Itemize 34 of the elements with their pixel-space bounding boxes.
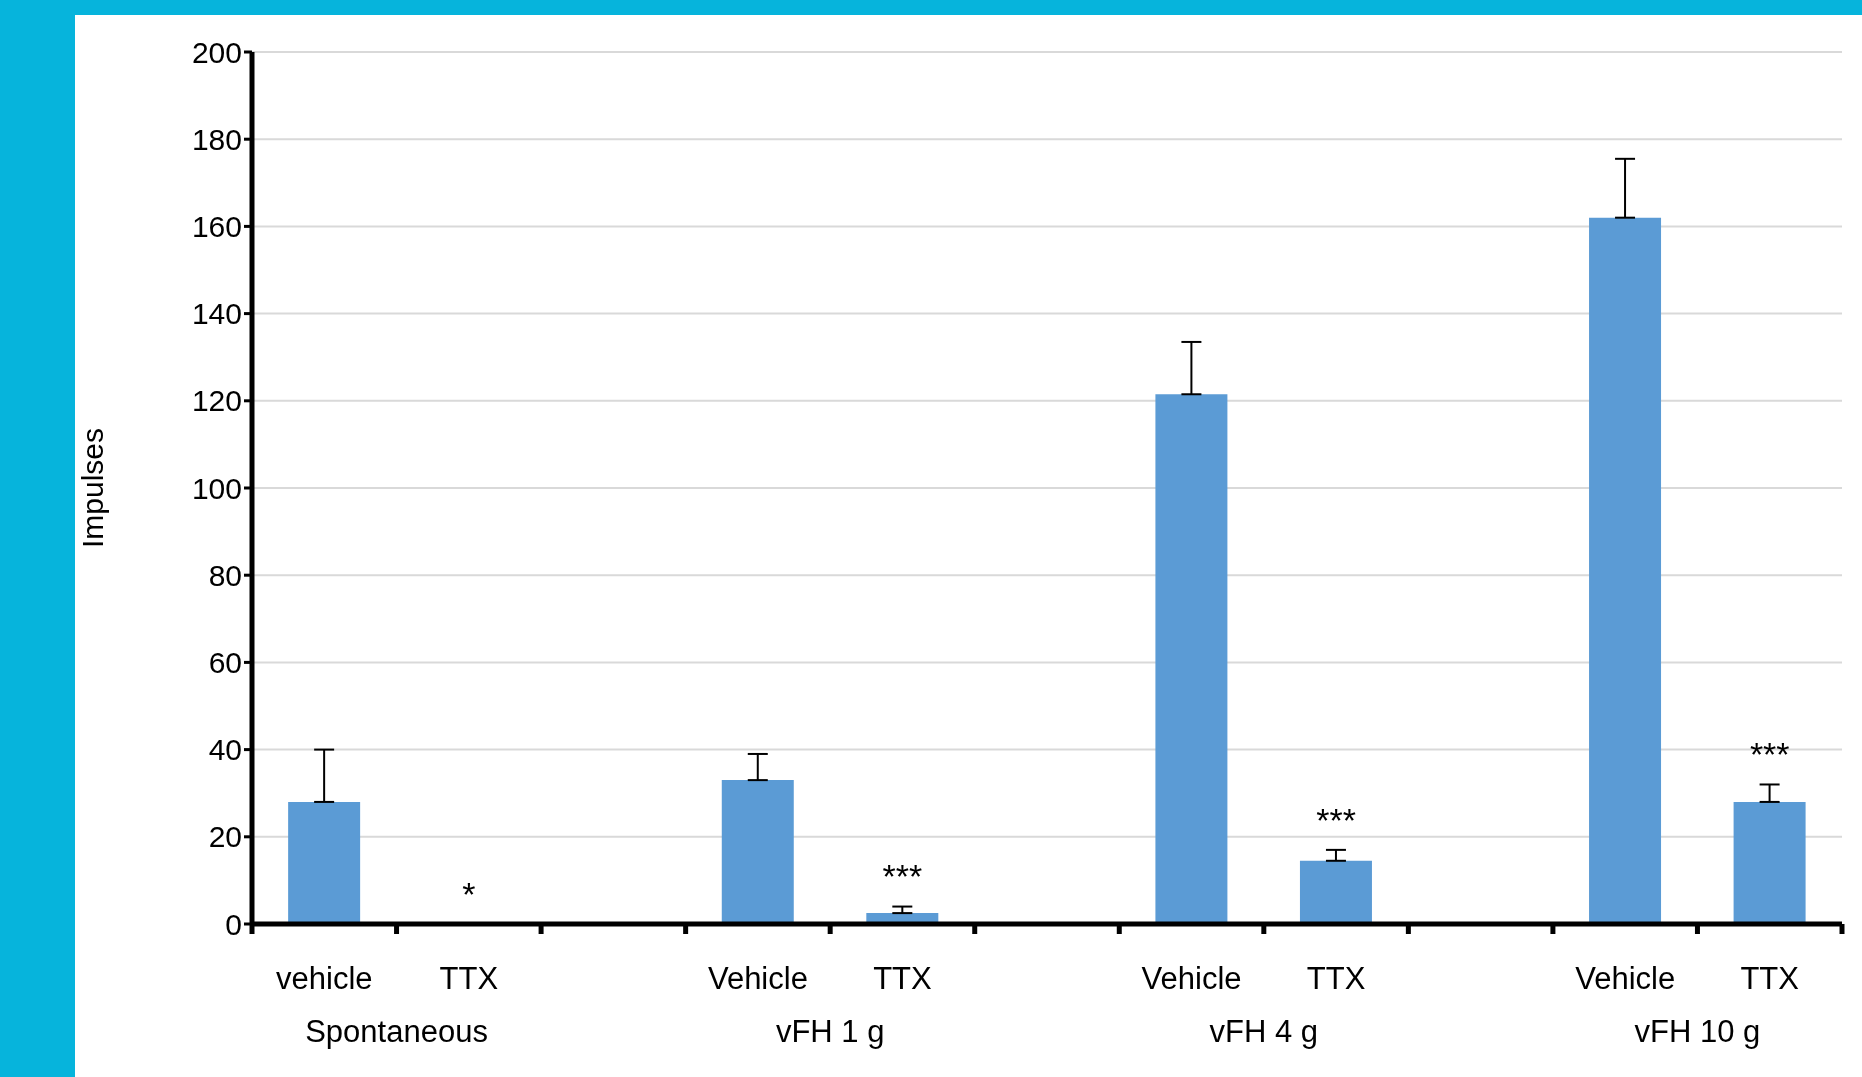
text: vFH 10 g <box>1634 1014 1761 1049</box>
annotation: *** <box>1316 800 1356 839</box>
bar <box>1589 217 1662 924</box>
x-tick-label: TTX <box>439 961 499 997</box>
y-tick-label: 180 <box>191 122 242 156</box>
y-tick-label: 140 <box>191 297 242 331</box>
y-tick-label: 0 <box>225 907 242 941</box>
y-tick-label: 160 <box>191 210 242 244</box>
text: vFH 1 g <box>775 1014 885 1049</box>
annotation: *** <box>882 857 923 896</box>
y-tick-label: 200 <box>191 35 242 69</box>
x-tick-label: vehicle <box>276 961 373 997</box>
y-tick-label: 40 <box>208 733 242 767</box>
x-tick-label: Vehicle <box>707 961 808 997</box>
text: vFH 4 g <box>1209 1014 1319 1049</box>
annotation: * <box>462 874 476 913</box>
text: Spontaneous <box>305 1014 488 1049</box>
bar <box>1299 860 1372 924</box>
x-tick-label: TTX <box>1306 961 1366 997</box>
x-tick-label: Vehicle <box>1141 961 1242 997</box>
bar <box>1155 394 1228 924</box>
y-tick-label: 120 <box>191 384 242 418</box>
x-tick-label: TTX <box>873 961 933 997</box>
y-axis-title: Impulses <box>75 427 109 549</box>
x-tick-label: TTX <box>1740 961 1800 997</box>
y-tick-label: 60 <box>208 646 242 680</box>
annotation: *** <box>1749 735 1790 774</box>
bar <box>1733 801 1806 924</box>
y-tick-label: 100 <box>191 471 242 505</box>
y-tick-label: 80 <box>208 558 242 592</box>
x-tick-label: Vehicle <box>1575 961 1676 997</box>
bar <box>288 801 361 924</box>
y-tick-label: 20 <box>208 820 242 854</box>
bar <box>721 780 794 924</box>
